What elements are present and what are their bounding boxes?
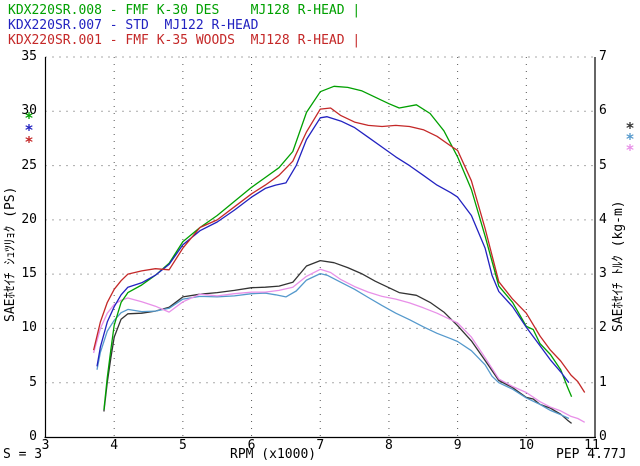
smoothing-value: S = 3 bbox=[3, 447, 43, 462]
y-axis-right-title: SAEﾎｾｲﾁ ﾄﾙｸ (kg-m) bbox=[611, 200, 626, 332]
y-left-tick-30: 30 bbox=[21, 103, 37, 119]
torque-curves bbox=[92, 259, 586, 424]
axes bbox=[44, 57, 596, 439]
y-right-tick-4: 4 bbox=[599, 211, 607, 227]
y-left-tick-20: 20 bbox=[21, 211, 37, 227]
power-marker-asterisk-2: * bbox=[24, 133, 34, 151]
y-right-tick-2: 2 bbox=[599, 320, 607, 336]
run-label-008: KDX220SR.008 - FMF K-30 DES MJ128 R-HEAD… bbox=[8, 3, 361, 18]
torque-curve-KDX220SR.001 bbox=[92, 268, 586, 423]
power-curve-KDX220SR.001 bbox=[92, 107, 586, 393]
gridlines bbox=[45, 56, 595, 437]
x-tick-10: 10 bbox=[518, 438, 535, 453]
torque-curve-KDX220SR.008 bbox=[103, 259, 572, 424]
y-right-tick-1: 1 bbox=[599, 374, 607, 390]
power-marker-asterisk-0: * bbox=[24, 109, 34, 127]
y-right-tick-0: 0 bbox=[599, 429, 607, 444]
y-right-tick-6: 6 bbox=[599, 103, 607, 119]
y-left-tick-5: 5 bbox=[29, 374, 37, 390]
y-right-tick-7: 7 bbox=[599, 49, 607, 64]
y-axis-left-title: SAEﾎｾｲﾁ ｼｭﾂﾘｮｸ (PS) bbox=[3, 186, 18, 322]
x-tick-3: 3 bbox=[41, 438, 50, 453]
x-tick-8: 8 bbox=[385, 438, 393, 453]
x-tick-4: 4 bbox=[110, 438, 119, 453]
power-curves bbox=[92, 85, 586, 410]
power-marker-asterisk-1: * bbox=[24, 121, 34, 139]
y-left-tick-10: 10 bbox=[21, 320, 37, 336]
x-tick-6: 6 bbox=[247, 438, 256, 453]
y-left-tick-15: 15 bbox=[21, 266, 37, 282]
x-tick-11: 11 bbox=[584, 438, 600, 453]
y-right-tick-3: 3 bbox=[599, 266, 607, 282]
power-curve-KDX220SR.008 bbox=[103, 85, 573, 410]
y-left-tick-35: 35 bbox=[21, 49, 37, 64]
y-left-tick-0: 0 bbox=[29, 429, 37, 444]
run-label-007: KDX220SR.007 - STD MJ122 R-HEAD bbox=[8, 18, 259, 33]
power-curve-KDX220SR.007 bbox=[96, 116, 570, 384]
torque-marker-asterisk-0: * bbox=[625, 119, 635, 137]
y-left-tick-25: 25 bbox=[21, 157, 37, 173]
y-right-tick-5: 5 bbox=[599, 157, 607, 173]
x-tick-7: 7 bbox=[316, 438, 325, 453]
torque-marker-asterisk-2: * bbox=[625, 141, 635, 159]
x-tick-9: 9 bbox=[453, 438, 462, 453]
x-axis-title: RPM (x1000) bbox=[230, 447, 317, 462]
torque-curve-KDX220SR.007 bbox=[96, 272, 570, 420]
run-label-001: KDX220SR.001 - FMF K-35 WOODS MJ128 R-HE… bbox=[8, 33, 361, 48]
pep-value: PEP 4.77J bbox=[556, 447, 627, 462]
x-tick-5: 5 bbox=[178, 438, 187, 453]
torque-marker-asterisk-1: * bbox=[625, 130, 635, 148]
